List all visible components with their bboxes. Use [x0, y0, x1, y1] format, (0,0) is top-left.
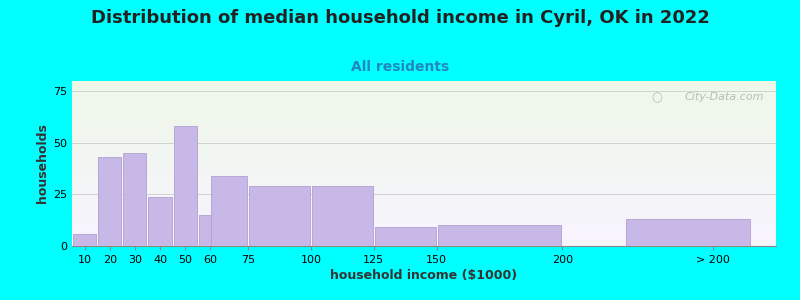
- Bar: [374, 227, 435, 246]
- Bar: [438, 225, 562, 246]
- Bar: [211, 176, 247, 246]
- Y-axis label: households: households: [36, 124, 49, 203]
- Bar: [174, 126, 197, 246]
- Bar: [73, 234, 96, 246]
- Bar: [312, 186, 373, 246]
- Bar: [149, 196, 171, 246]
- Text: City-Data.com: City-Data.com: [685, 92, 764, 103]
- Bar: [98, 157, 122, 246]
- Text: All residents: All residents: [351, 60, 449, 74]
- Bar: [123, 153, 146, 246]
- X-axis label: household income ($1000): household income ($1000): [330, 269, 518, 282]
- Bar: [626, 219, 750, 246]
- Text: Distribution of median household income in Cyril, OK in 2022: Distribution of median household income …: [90, 9, 710, 27]
- Text: ○: ○: [651, 91, 662, 104]
- Bar: [198, 215, 222, 246]
- Bar: [249, 186, 310, 246]
